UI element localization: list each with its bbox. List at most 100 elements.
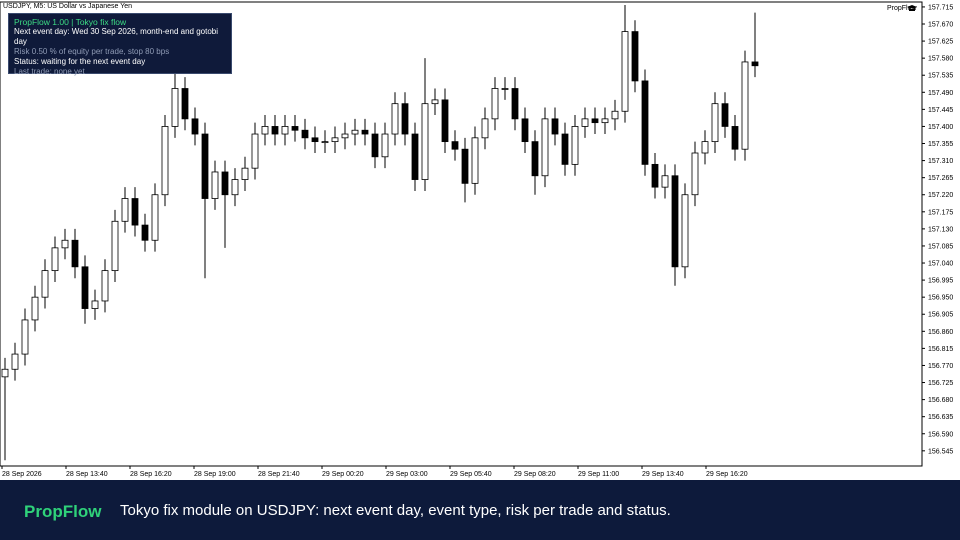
- candle-body: [81, 266, 89, 309]
- candle-body: [61, 239, 69, 249]
- x-tick-label: 29 Sep 03:00: [386, 471, 428, 478]
- y-tick-label: 156.545: [928, 448, 953, 455]
- candle-body: [381, 133, 389, 158]
- x-tick-label: 29 Sep 00:20: [322, 471, 364, 478]
- y-tick-label: 157.310: [928, 158, 953, 165]
- candle-body: [581, 118, 589, 127]
- candle-body: [491, 88, 499, 120]
- candle-body: [641, 80, 649, 165]
- y-tick-label: 157.625: [928, 39, 953, 46]
- candle-body: [71, 239, 79, 268]
- candle-body: [411, 133, 419, 180]
- candle-body: [311, 137, 319, 143]
- candle-body: [341, 133, 349, 139]
- badge-icon: [907, 5, 917, 11]
- candle-body: [711, 103, 719, 143]
- panel-line: Next event day: Wed 30 Sep 2026, month-e…: [14, 27, 218, 46]
- candle-body: [31, 296, 39, 321]
- candle-body: [141, 224, 149, 241]
- y-tick-label: 157.085: [928, 243, 953, 250]
- candle-body: [131, 198, 139, 226]
- chart: USDJPY, M5: US Dollar vs Japanese Yen Pr…: [0, 1, 953, 478]
- candle-body: [211, 171, 219, 199]
- y-tick-label: 157.220: [928, 192, 953, 199]
- y-tick-label: 156.770: [928, 363, 953, 370]
- candle-body: [331, 137, 339, 143]
- panel-line: Status: waiting for the next event day: [14, 57, 146, 66]
- candle-body: [701, 141, 709, 154]
- candle-body: [91, 300, 99, 309]
- x-tick-label: 28 Sep 21:40: [258, 471, 300, 478]
- candle-body: [11, 353, 19, 370]
- candle-body: [671, 175, 679, 268]
- symbol-label: USDJPY, M5: US Dollar vs Japanese Yen: [3, 3, 132, 10]
- x-tick-label: 28 Sep 2026: [2, 471, 42, 478]
- candle-body: [721, 103, 729, 127]
- y-tick-label: 157.040: [928, 261, 953, 268]
- y-tick-label: 156.860: [928, 329, 953, 336]
- x-tick-label: 29 Sep 16:20: [706, 471, 748, 478]
- candle-body: [741, 61, 749, 150]
- candle-body: [481, 118, 489, 139]
- candle-body: [101, 270, 109, 302]
- candle-body: [531, 141, 539, 177]
- candle-body: [291, 126, 299, 131]
- candle-body: [201, 133, 209, 199]
- candle-body: [241, 167, 249, 180]
- info-panel: PropFlow 1.00 | Tokyo fix flow Next even…: [8, 13, 232, 76]
- candle-body: [221, 171, 229, 196]
- candle-body: [541, 118, 549, 177]
- candle-body: [391, 103, 399, 135]
- panel-line: Last trade: none yet: [14, 67, 85, 76]
- panel-line: Risk 0.50 % of equity per trade, stop 80…: [14, 47, 170, 56]
- y-tick-label: 157.175: [928, 209, 953, 216]
- y-tick-label: 156.995: [928, 278, 953, 285]
- candle-body: [651, 163, 659, 188]
- candle-body: [661, 175, 669, 188]
- y-tick-label: 157.715: [928, 4, 953, 11]
- candle-body: [231, 179, 239, 196]
- candle-body: [631, 31, 639, 82]
- candle-body: [111, 220, 119, 272]
- x-tick-label: 28 Sep 13:40: [66, 471, 108, 478]
- candle-body: [181, 88, 189, 120]
- y-tick-label: 156.725: [928, 380, 953, 387]
- candle-body: [681, 194, 689, 268]
- candle-body: [301, 129, 309, 139]
- candle-body: [361, 129, 369, 135]
- candle-body: [281, 126, 289, 135]
- x-tick-label: 29 Sep 05:40: [450, 471, 492, 478]
- candle-body: [511, 88, 519, 120]
- badge: PropFlow: [887, 5, 918, 12]
- y-tick-label: 156.635: [928, 414, 953, 421]
- y-tick-label: 156.815: [928, 346, 953, 353]
- candle-body: [371, 133, 379, 158]
- panel-title: PropFlow 1.00 | Tokyo fix flow: [14, 17, 127, 27]
- candle-body: [551, 118, 559, 135]
- x-tick-label: 28 Sep 16:20: [130, 471, 172, 478]
- candle-body: [431, 99, 439, 105]
- footer-caption: Tokyo fix module on USDJPY: next event d…: [120, 502, 671, 519]
- candle-body: [691, 152, 699, 196]
- candle-body: [601, 118, 609, 124]
- candle-body: [751, 61, 759, 67]
- y-tick-label: 157.265: [928, 175, 953, 182]
- y-tick-label: 157.130: [928, 226, 953, 233]
- candle-body: [731, 126, 739, 150]
- candle-body: [501, 88, 509, 90]
- candle-body: [441, 99, 449, 143]
- candle-body: [271, 126, 279, 135]
- x-tick-label: 29 Sep 13:40: [642, 471, 684, 478]
- candle-body: [451, 141, 459, 150]
- candle-body: [401, 103, 409, 135]
- candle-body: [611, 110, 619, 120]
- x-tick-label: 29 Sep 08:20: [514, 471, 556, 478]
- y-tick-label: 157.580: [928, 56, 953, 63]
- candle-body: [171, 88, 179, 127]
- candle-body: [151, 194, 159, 241]
- candle-body: [1, 368, 9, 378]
- candle-body: [21, 319, 29, 355]
- candle-body: [461, 148, 469, 184]
- x-tick-label: 28 Sep 19:00: [194, 471, 236, 478]
